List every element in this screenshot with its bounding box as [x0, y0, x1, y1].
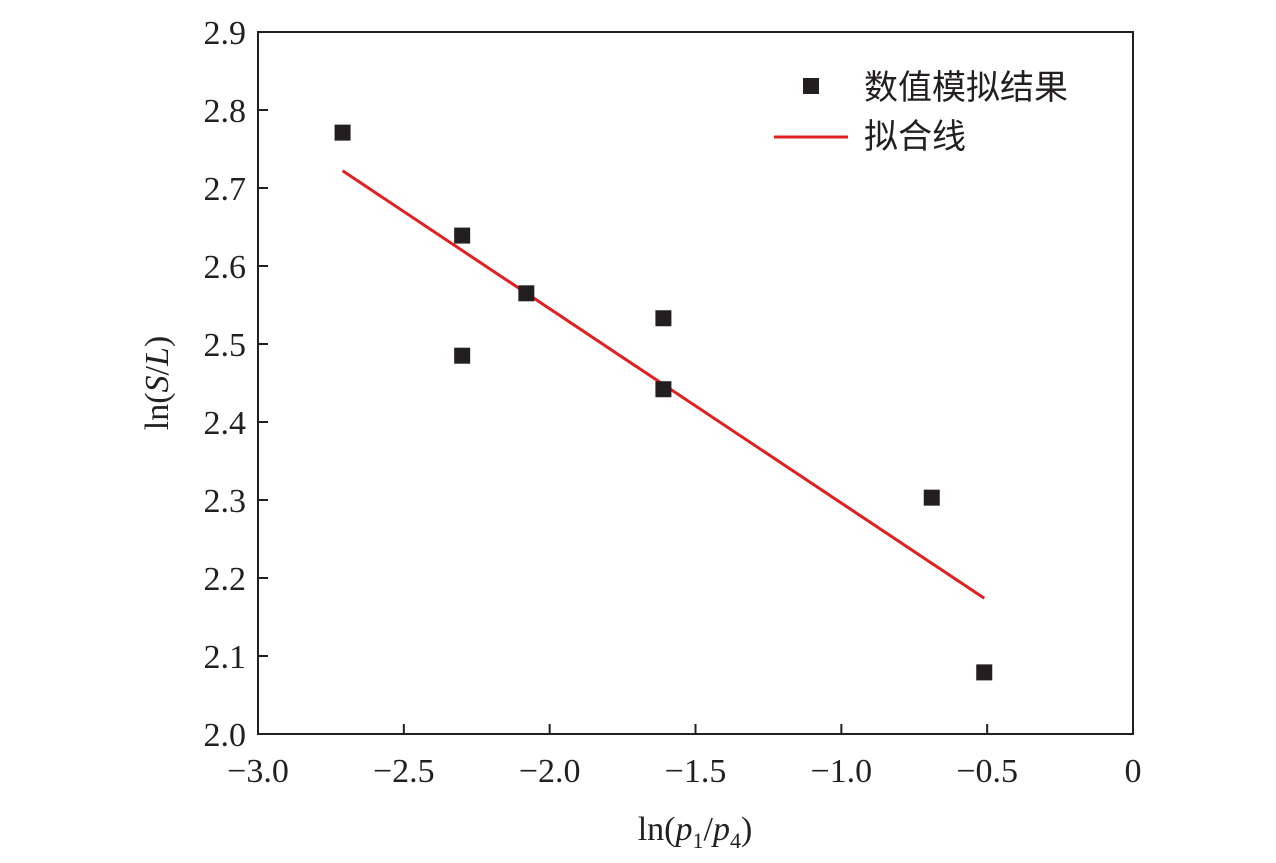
legend-label-scatter: 数值模拟结果 — [864, 68, 1068, 108]
y-tick-label: 2.5 — [204, 327, 247, 364]
x-tick-label: −1.0 — [810, 753, 872, 790]
legend-label-line: 拟合线 — [864, 117, 966, 157]
x-tick-label: −3.0 — [227, 753, 289, 790]
y-tick-label: 2.7 — [204, 171, 247, 208]
legend-marker-scatter — [803, 78, 819, 94]
y-axis-title: ln(S/L) — [139, 336, 176, 430]
y-tick-label: 2.1 — [204, 639, 247, 676]
x-tick-label: 0 — [1125, 753, 1142, 790]
x-axis-title: ln(p1/p4) — [638, 811, 753, 853]
y-tick-label: 2.9 — [204, 15, 247, 52]
data-point — [334, 124, 351, 141]
data-point — [655, 381, 672, 398]
data-point — [518, 285, 535, 302]
x-tick-label: −2.0 — [519, 753, 581, 790]
data-point — [454, 227, 471, 244]
data-point — [655, 310, 672, 327]
x-tick-label: −2.5 — [373, 753, 435, 790]
x-tick-label: −0.5 — [956, 753, 1018, 790]
data-point — [976, 664, 993, 681]
data-point — [923, 489, 940, 506]
y-tick-label: 2.4 — [204, 405, 247, 442]
y-tick-label: 2.6 — [204, 249, 247, 286]
x-axis: −3.0 −2.5 −2.0 −1.5 −1.0 −0.5 0 — [227, 724, 1142, 790]
x-tick-label: −1.5 — [665, 753, 727, 790]
y-tick-label: 2.3 — [204, 483, 247, 520]
legend: 数值模拟结果 拟合线 — [774, 68, 1068, 157]
plot-frame — [257, 31, 1134, 735]
plot-area — [334, 124, 993, 681]
y-tick-label: 2.0 — [204, 717, 247, 754]
y-tick-label: 2.8 — [204, 93, 247, 130]
y-tick-label: 2.2 — [204, 561, 247, 598]
data-point — [454, 347, 471, 364]
y-axis: 2.0 2.1 2.2 2.3 2.4 2.5 2.6 2.7 2.8 2.9 — [204, 15, 268, 754]
